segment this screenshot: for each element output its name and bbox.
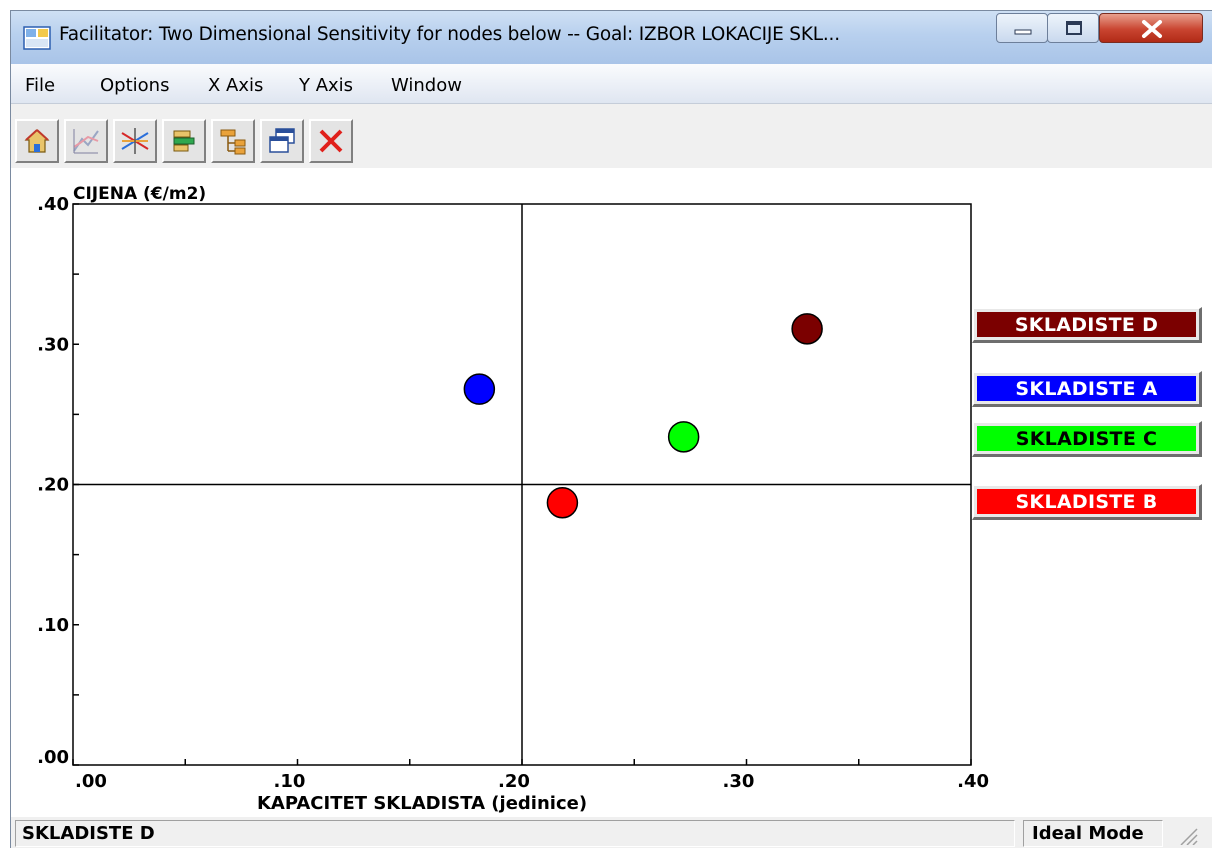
data-point: [546, 486, 579, 519]
x-tick-label: .10: [274, 771, 306, 792]
minimize-icon: [1014, 29, 1032, 35]
menu-window[interactable]: Window: [391, 75, 462, 96]
y-tick-label: .10: [37, 615, 69, 636]
status-bar: SKLADISTE D Ideal Mode: [11, 817, 1212, 848]
x-tick-label: .20: [498, 771, 530, 792]
status-selected-node: SKLADISTE D: [15, 820, 1015, 847]
window-title: Facilitator: Two Dimensional Sensitivity…: [59, 24, 840, 45]
y-tick-label: .30: [37, 334, 69, 355]
close-button[interactable]: [1099, 13, 1203, 43]
menu-bar: File Options X Axis Y Axis Window: [11, 64, 1212, 104]
x-tick-label: .00: [75, 771, 107, 792]
menu-options[interactable]: Options: [100, 75, 170, 96]
home-icon: [24, 129, 50, 153]
maximize-button[interactable]: [1047, 13, 1099, 43]
x-tick-label: .30: [723, 771, 755, 792]
menu-x-axis[interactable]: X Axis: [208, 75, 264, 96]
menu-y-axis[interactable]: Y Axis: [299, 75, 354, 96]
sensitivity-plot-area: .00.10.20.30.40.00.10.20.30.40 CIJENA (€/…: [11, 168, 1212, 817]
facilitator-window: Facilitator: Two Dimensional Sensitivity…: [10, 10, 1212, 848]
home-button[interactable]: [15, 119, 59, 163]
legend-label: SKLADISTE A: [977, 376, 1196, 401]
legend-button-skladiste-c[interactable]: SKLADISTE C: [972, 421, 1202, 457]
tree-icon: [220, 129, 246, 155]
legend-label: SKLADISTE D: [977, 312, 1196, 337]
y-tick-label: .40: [37, 194, 69, 215]
line-chart-icon: [73, 129, 99, 154]
y-tick-label: .20: [37, 475, 69, 496]
close-red-x-icon: [319, 129, 343, 153]
minimize-button[interactable]: [996, 13, 1048, 43]
legend-label: SKLADISTE B: [977, 489, 1196, 514]
line-chart-button[interactable]: [64, 119, 108, 163]
menu-file[interactable]: File: [25, 75, 56, 96]
data-point: [463, 373, 496, 405]
tree-button[interactable]: [211, 119, 255, 163]
stacked-bars-button[interactable]: [162, 119, 206, 163]
title-bar[interactable]: Facilitator: Two Dimensional Sensitivity…: [11, 11, 1212, 64]
close-icon: [1142, 20, 1162, 38]
y-tick-label: .00: [37, 747, 69, 768]
x-axis-label: KAPACITET SKLADISTA (jedinice): [257, 793, 587, 814]
legend-button-skladiste-d[interactable]: SKLADISTE D: [972, 307, 1202, 343]
maximize-icon: [1066, 21, 1082, 35]
stacked-bars-icon: [173, 130, 195, 152]
scatter-chart: .00.10.20.30.40.00.10.20.30.40 CIJENA (€/…: [37, 184, 989, 814]
legend-label: SKLADISTE C: [977, 426, 1196, 451]
data-point: [791, 313, 823, 345]
legend-button-skladiste-b[interactable]: SKLADISTE B: [972, 484, 1202, 520]
windows-icon: [269, 128, 295, 153]
y-axis-label: CIJENA (€/m2): [73, 184, 206, 204]
windows-button[interactable]: [260, 119, 304, 163]
resize-grip-icon[interactable]: [1177, 825, 1199, 845]
data-point: [667, 421, 700, 453]
crossed-lines-button[interactable]: [113, 119, 157, 163]
legend-button-skladiste-a[interactable]: SKLADISTE A: [972, 371, 1202, 407]
crossed-lines-icon: [121, 128, 149, 154]
x-tick-label: .40: [957, 771, 989, 792]
close-chart-button[interactable]: [309, 119, 353, 163]
status-mode: Ideal Mode: [1023, 820, 1163, 847]
toolbar: [11, 104, 1212, 168]
app-icon: [23, 26, 51, 50]
